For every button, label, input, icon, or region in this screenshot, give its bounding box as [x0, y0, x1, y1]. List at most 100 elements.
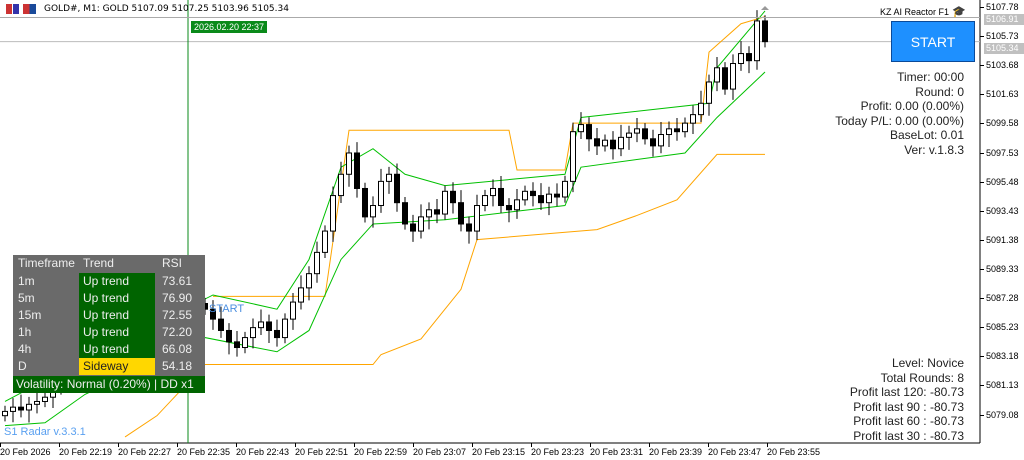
- candle-body: [474, 205, 480, 232]
- ea-summary-line: Profit last 90 : -80.73: [853, 399, 964, 414]
- candle-body: [402, 202, 408, 225]
- price-label: 5083.18: [986, 351, 1019, 362]
- candle-body: [610, 139, 616, 150]
- candle-body: [722, 67, 728, 90]
- candle-body: [618, 136, 624, 150]
- candle-body: [506, 205, 512, 211]
- trading-icon: [23, 3, 36, 14]
- candle-body: [530, 190, 536, 197]
- ea-stats: Timer: 00:00 Round: 0 Profit: 0.00 (0.00%)…: [835, 70, 964, 157]
- ea-stat: Today P/L: 0.00 (0.00%): [835, 113, 964, 128]
- price-label: 5091.38: [986, 234, 1019, 245]
- candle-body: [378, 180, 384, 207]
- trend-badge: Up trend: [79, 290, 155, 307]
- candle-body: [330, 195, 336, 232]
- time-tick: [590, 443, 591, 447]
- price-label: 5105.73: [986, 31, 1019, 42]
- candle-body: [570, 131, 576, 182]
- candle-body: [410, 223, 416, 232]
- candle-body: [226, 329, 232, 343]
- candle-body: [538, 195, 544, 204]
- ea-stat: Profit: 0.00 (0.00%): [860, 99, 964, 113]
- candle-body: [450, 190, 456, 204]
- radar-row-1h: 1h Up trend 72.20: [18, 324, 193, 341]
- candle-body: [690, 114, 696, 124]
- price-tick: [980, 65, 984, 67]
- candle-body: [386, 173, 392, 182]
- radar-panel: Timeframe Trend RSI 1m Up trend 73.61 5m Up …: [13, 255, 205, 393]
- time-label: 20 Feb 23:15: [472, 447, 526, 457]
- candle-body: [442, 190, 448, 215]
- ea-stat: Timer: 00:00: [897, 70, 964, 84]
- candle-body: [746, 53, 752, 62]
- time-label: 20 Feb 22:27: [118, 447, 172, 457]
- candle-body: [562, 180, 568, 198]
- time-tick: [118, 443, 119, 447]
- time-label: 20 Feb 22:51: [295, 447, 349, 457]
- candle-body: [362, 187, 368, 218]
- candle-body: [634, 128, 640, 134]
- price-label: 5103.68: [986, 60, 1019, 71]
- radar-row-D: D Sideway 54.18: [18, 358, 193, 375]
- candle-body: [666, 128, 672, 136]
- candle-body: [314, 251, 320, 275]
- candle-body: [714, 67, 720, 83]
- candle-body: [394, 173, 400, 204]
- candle-body: [554, 193, 560, 198]
- trend-badge: Up trend: [79, 307, 155, 324]
- time-tick: [708, 443, 709, 447]
- price-tick: [980, 123, 984, 125]
- radar-version: S1 Radar v.3.3.1: [4, 426, 86, 438]
- candle-body: [250, 327, 256, 339]
- time-label: 20 Feb 23:55: [767, 447, 821, 457]
- candle-body: [2, 410, 8, 417]
- price-tick: [980, 210, 984, 212]
- candle-body: [346, 152, 352, 175]
- time-tick: [177, 443, 178, 447]
- candle-body: [522, 190, 528, 201]
- radar-header-row: Timeframe Trend RSI: [18, 256, 183, 270]
- ask-price-label: 5106.91: [984, 13, 1024, 25]
- grid-icon: [6, 3, 19, 14]
- ea-summary-line: Level: Novice: [891, 356, 964, 370]
- upper-channel-line: [213, 16, 766, 297]
- candle-body: [482, 195, 488, 207]
- bid-price-label: 5105.34: [984, 42, 1024, 54]
- price-tick: [980, 298, 984, 300]
- candle-body: [586, 124, 592, 140]
- time-label: 20 Feb 22:59: [354, 447, 408, 457]
- candle-body: [642, 128, 648, 140]
- candle-body: [258, 321, 264, 329]
- candle-body: [578, 124, 584, 133]
- candle-body: [418, 216, 424, 232]
- candle-body: [738, 53, 744, 65]
- price-label: 5107.78: [986, 2, 1019, 12]
- radar-row-15m: 15m Up trend 72.55: [18, 307, 193, 324]
- candle-body: [210, 308, 216, 320]
- start-button[interactable]: START: [891, 21, 975, 62]
- candle-body: [706, 81, 712, 104]
- candle-body: [754, 20, 760, 62]
- ea-summary-line: Profit last 120: -80.73: [849, 385, 964, 399]
- ea-summary-line: Total Rounds: 8: [880, 370, 964, 385]
- candle-body: [322, 230, 328, 253]
- ea-summary-line: Profit last 30 : -80.73: [853, 428, 964, 443]
- candle-body: [26, 403, 32, 411]
- price-tick: [980, 36, 984, 38]
- price-tick: [980, 356, 984, 358]
- candle-body: [602, 139, 608, 147]
- price-label: 5081.13: [986, 380, 1019, 391]
- candle-body: [290, 301, 296, 320]
- radar-row-5m: 5m Up trend 76.90: [18, 290, 193, 307]
- candle-body: [626, 132, 632, 138]
- candle-body: [698, 102, 704, 116]
- price-tick: [980, 94, 984, 96]
- candle-body: [274, 329, 280, 339]
- price-tick: [980, 7, 984, 8]
- time-tick: [0, 443, 1, 447]
- candle-body: [370, 205, 376, 218]
- candle-body: [354, 152, 360, 189]
- price-label: 5099.58: [986, 118, 1019, 129]
- time-label: 20 Feb 23:47: [708, 447, 762, 457]
